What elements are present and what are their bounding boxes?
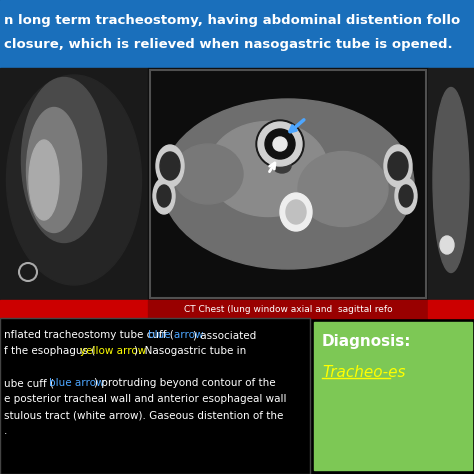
Text: CT Chest (lung window axial and  sagittal refo: CT Chest (lung window axial and sagittal…: [184, 304, 392, 313]
Text: e posterior tracheal wall and anterior esophageal wall: e posterior tracheal wall and anterior e…: [4, 394, 286, 404]
Bar: [0, 318, 310, 474]
Text: Diagnosis:: Diagnosis:: [322, 334, 411, 349]
Text: ) associated: ) associated: [193, 330, 256, 340]
Bar: [150, 70, 426, 298]
Text: ) protruding beyond contour of the: ) protruding beyond contour of the: [94, 378, 275, 388]
Text: ). Nasogastric tube in: ). Nasogastric tube in: [135, 346, 247, 356]
Text: ube cuff (: ube cuff (: [4, 378, 54, 388]
Text: yellow arrow: yellow arrow: [81, 346, 147, 356]
Ellipse shape: [399, 185, 413, 207]
Ellipse shape: [388, 152, 408, 180]
Bar: [148, 68, 428, 300]
Ellipse shape: [280, 193, 312, 231]
Text: .: .: [4, 426, 8, 436]
Ellipse shape: [29, 140, 59, 220]
Circle shape: [256, 120, 304, 168]
Text: nflated tracheostomy tube cuff (: nflated tracheostomy tube cuff (: [4, 330, 174, 340]
Text: n long term tracheostomy, having abdominal distention follo: n long term tracheostomy, having abdomin…: [4, 14, 460, 27]
Ellipse shape: [162, 99, 414, 269]
Circle shape: [258, 122, 302, 166]
Text: blue arrow: blue arrow: [49, 378, 104, 388]
Ellipse shape: [440, 236, 454, 254]
Bar: [428, 68, 474, 300]
Text: Tracheo-es: Tracheo-es: [322, 365, 405, 380]
Circle shape: [273, 137, 287, 151]
Text: f the esophagus (: f the esophagus (: [4, 346, 95, 356]
Ellipse shape: [156, 145, 184, 187]
Bar: [148, 300, 428, 318]
Bar: [428, 300, 474, 318]
Text: closure, which is relieved when nasogastric tube is opened.: closure, which is relieved when nasogast…: [4, 38, 453, 51]
Ellipse shape: [298, 152, 388, 227]
Ellipse shape: [21, 78, 107, 243]
Ellipse shape: [7, 75, 142, 285]
Ellipse shape: [27, 108, 82, 233]
Ellipse shape: [173, 144, 243, 204]
Ellipse shape: [433, 88, 469, 273]
Text: blue arrow: blue arrow: [148, 330, 203, 340]
Ellipse shape: [208, 121, 328, 217]
Circle shape: [265, 129, 295, 159]
Ellipse shape: [157, 185, 171, 207]
Ellipse shape: [160, 152, 180, 180]
Bar: [0, 0, 474, 68]
Ellipse shape: [153, 178, 175, 214]
Ellipse shape: [384, 145, 412, 187]
Bar: [0, 300, 148, 318]
Ellipse shape: [273, 159, 291, 173]
Ellipse shape: [286, 200, 306, 224]
Bar: [0, 68, 148, 300]
Text: stulous tract (white arrow). Gaseous distention of the: stulous tract (white arrow). Gaseous dis…: [4, 410, 283, 420]
Bar: [314, 322, 472, 470]
Ellipse shape: [395, 178, 417, 214]
